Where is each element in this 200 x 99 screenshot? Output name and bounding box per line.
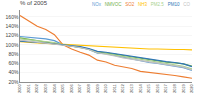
- svg-text:20%: 20%: [8, 79, 19, 85]
- svg-text:2004: 2004: [52, 83, 57, 93]
- svg-text:80%: 80%: [8, 51, 19, 57]
- svg-text:2002: 2002: [35, 83, 40, 93]
- svg-text:2020: 2020: [189, 83, 194, 93]
- svg-text:2014: 2014: [138, 83, 143, 93]
- svg-text:2006: 2006: [69, 83, 74, 93]
- svg-text:NOx NMVOC SO2 NH3 PM2.: NOx NMVOC SO2 NH3 PM2.5 PM10 CO: [92, 2, 190, 7]
- svg-text:100%: 100%: [6, 42, 19, 48]
- svg-text:2011: 2011: [112, 83, 117, 92]
- svg-text:40%: 40%: [8, 69, 19, 75]
- svg-text:160%: 160%: [6, 14, 19, 20]
- svg-text:2018: 2018: [172, 83, 177, 93]
- svg-text:2010: 2010: [103, 83, 108, 93]
- svg-text:2015: 2015: [146, 83, 151, 93]
- svg-text:2017: 2017: [164, 83, 169, 93]
- svg-text:2003: 2003: [43, 83, 48, 93]
- svg-text:2016: 2016: [155, 83, 160, 93]
- svg-text:2007: 2007: [78, 83, 83, 93]
- svg-text:120%: 120%: [6, 32, 19, 38]
- svg-text:2019: 2019: [181, 83, 186, 93]
- svg-text:2005: 2005: [60, 83, 65, 93]
- svg-text:2012: 2012: [121, 83, 126, 93]
- svg-text:2000: 2000: [17, 83, 22, 93]
- svg-text:2008: 2008: [86, 83, 91, 93]
- svg-text:% of 2005: % of 2005: [20, 0, 48, 6]
- svg-text:2009: 2009: [95, 83, 100, 93]
- svg-text:140%: 140%: [6, 23, 19, 29]
- svg-text:2001: 2001: [26, 83, 31, 93]
- svg-text:2013: 2013: [129, 83, 134, 93]
- svg-text:60%: 60%: [8, 60, 19, 66]
